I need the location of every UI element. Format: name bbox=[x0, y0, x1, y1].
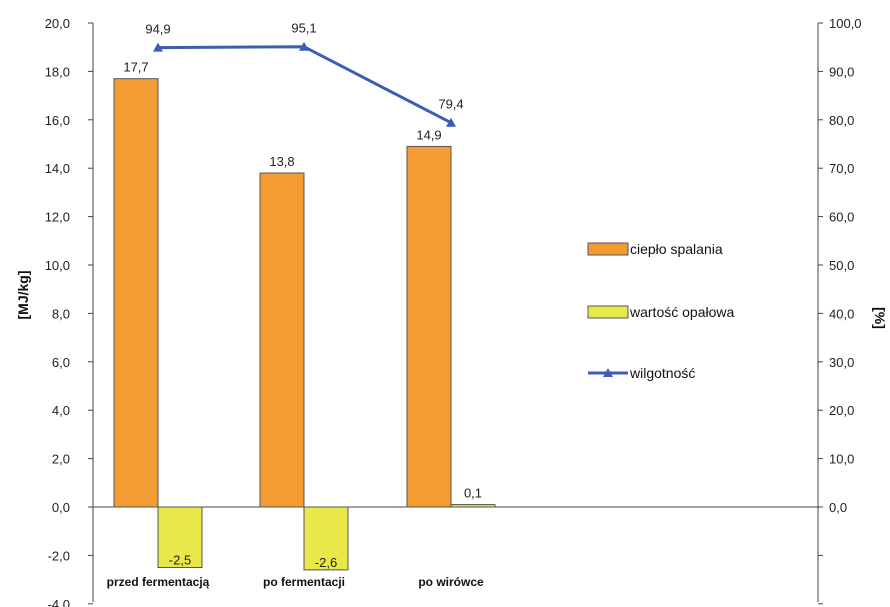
legend-swatch bbox=[587, 242, 629, 256]
legend-label: wartość opałowa bbox=[629, 304, 734, 320]
left-tick-label: 8,0 bbox=[52, 306, 70, 321]
left-tick-label: 14,0 bbox=[45, 161, 70, 176]
right-tick-label: 90,0 bbox=[829, 64, 854, 79]
left-tick-label: 4,0 bbox=[52, 403, 70, 418]
data-label: -2,6 bbox=[315, 555, 337, 570]
right-tick-label: 50,0 bbox=[829, 258, 854, 273]
bar bbox=[259, 172, 305, 508]
right-axis-title: [%] bbox=[872, 307, 888, 329]
left-tick-label: 20,0 bbox=[45, 16, 70, 31]
data-label: 94,9 bbox=[145, 22, 170, 37]
left-tick-label: -2,0 bbox=[48, 548, 70, 563]
left-axis-title: [MJ/kg] bbox=[15, 271, 31, 320]
right-tick-label: 40,0 bbox=[829, 306, 854, 321]
right-tick-label: 80,0 bbox=[829, 113, 854, 128]
left-tick-label: 6,0 bbox=[52, 355, 70, 370]
legend-marker bbox=[603, 368, 613, 377]
bar bbox=[406, 145, 452, 508]
data-label: 79,4 bbox=[438, 97, 463, 112]
data-label: 13,8 bbox=[269, 154, 294, 169]
category-label: po wirówce bbox=[418, 575, 484, 589]
legend-swatch bbox=[587, 305, 629, 319]
bar bbox=[450, 504, 496, 508]
data-label: 0,1 bbox=[464, 486, 482, 501]
line-marker bbox=[153, 42, 163, 52]
right-tick-label: 20,0 bbox=[829, 403, 854, 418]
data-label: 14,9 bbox=[416, 127, 441, 142]
category-label: po fermentacji bbox=[263, 575, 345, 589]
left-tick-label: 16,0 bbox=[45, 113, 70, 128]
right-tick-label: 30,0 bbox=[829, 355, 854, 370]
legend-label: ciepło spalania bbox=[630, 241, 723, 257]
category-label: przed fermentacją bbox=[107, 575, 210, 589]
right-tick-label: 10,0 bbox=[829, 452, 854, 467]
right-tick-label: 100,0 bbox=[829, 16, 862, 31]
left-tick-label: 18,0 bbox=[45, 64, 70, 79]
line-marker bbox=[299, 41, 309, 51]
data-label: 17,7 bbox=[123, 60, 148, 75]
legend-label: wilgotność bbox=[629, 365, 695, 381]
right-tick-label: 70,0 bbox=[829, 161, 854, 176]
left-tick-label: -4,0 bbox=[48, 597, 70, 607]
data-label: -2,5 bbox=[169, 553, 191, 568]
bar bbox=[303, 506, 349, 571]
left-tick-label: 10,0 bbox=[45, 258, 70, 273]
right-tick-label: 0,0 bbox=[829, 500, 847, 515]
bar bbox=[113, 78, 159, 508]
line-marker bbox=[446, 117, 456, 127]
left-tick-label: 2,0 bbox=[52, 452, 70, 467]
line-series-path bbox=[157, 45, 452, 125]
bar bbox=[157, 506, 203, 568]
data-label: 95,1 bbox=[291, 21, 316, 36]
left-tick-label: 12,0 bbox=[45, 210, 70, 225]
right-tick-label: 60,0 bbox=[829, 210, 854, 225]
left-tick-label: 0,0 bbox=[52, 500, 70, 515]
